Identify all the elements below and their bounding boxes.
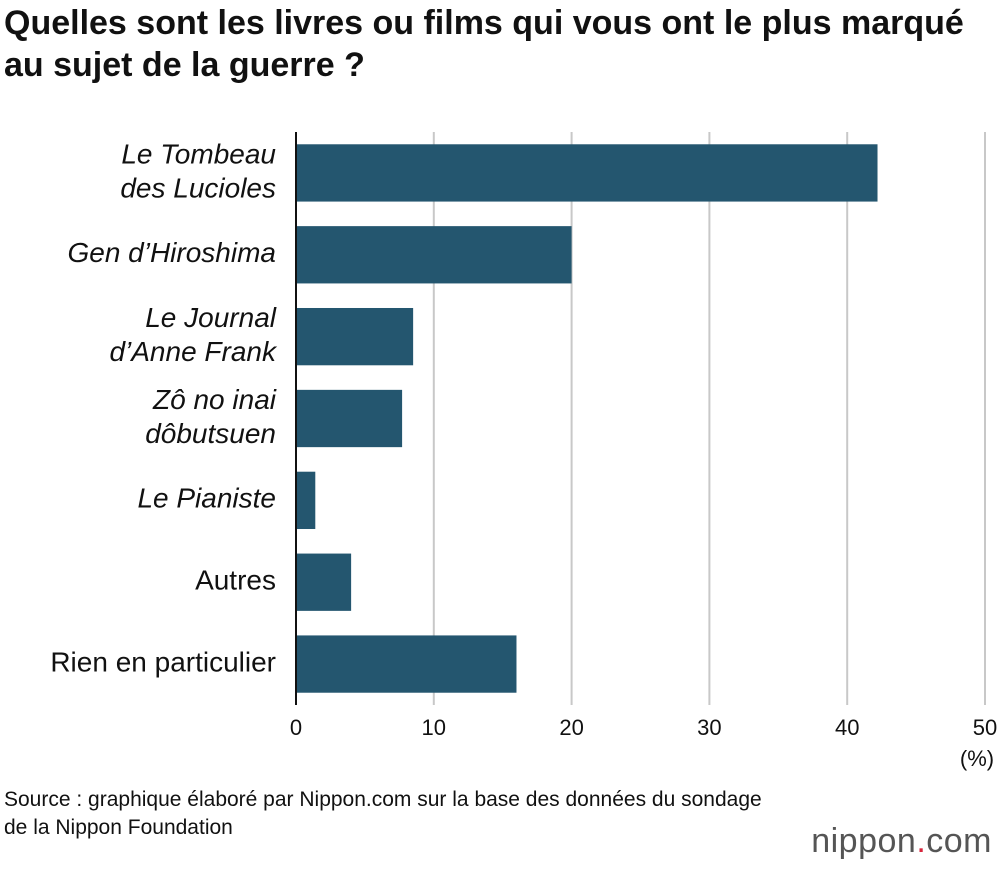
x-tick-label: 20: [559, 715, 583, 740]
logo-dot: .: [916, 822, 927, 860]
bar: [296, 307, 414, 366]
logo-name: nippon: [811, 822, 917, 860]
bar: [296, 389, 403, 448]
bar: [296, 553, 352, 611]
x-tick-label: 30: [697, 715, 721, 740]
y-tick-label: Le Pianiste: [137, 483, 276, 514]
source-note: Source : graphique élaboré par Nippon.co…: [4, 788, 762, 839]
y-tick-label: Gen d’Hiroshima: [67, 237, 276, 268]
x-tick-label: 50: [973, 715, 997, 740]
bar: [296, 635, 517, 693]
chart-title: Quelles sont les livres ou films qui vou…: [4, 4, 964, 84]
y-tick-label: Le Tombeau: [121, 138, 276, 169]
y-tick-label: d’Anne Frank: [109, 336, 278, 367]
y-tick-label: Le Journal: [145, 302, 277, 333]
y-tick-label: dôbutsuen: [145, 418, 276, 449]
y-tick-label: Zô no inai: [152, 384, 277, 415]
bar: [296, 144, 878, 202]
logo: nippon.com: [811, 822, 992, 861]
bar: [296, 226, 572, 284]
x-tick-label: 10: [422, 715, 446, 740]
x-tick-label: 40: [835, 715, 859, 740]
logo-tld: com: [926, 822, 992, 860]
x-axis-label: (%): [960, 746, 994, 771]
y-tick-label: des Lucioles: [120, 172, 276, 203]
x-tick-label: 0: [290, 715, 302, 740]
y-tick-label: Autres: [195, 565, 276, 596]
y-tick-label: Rien en particulier: [50, 646, 276, 677]
bar: [296, 471, 316, 530]
